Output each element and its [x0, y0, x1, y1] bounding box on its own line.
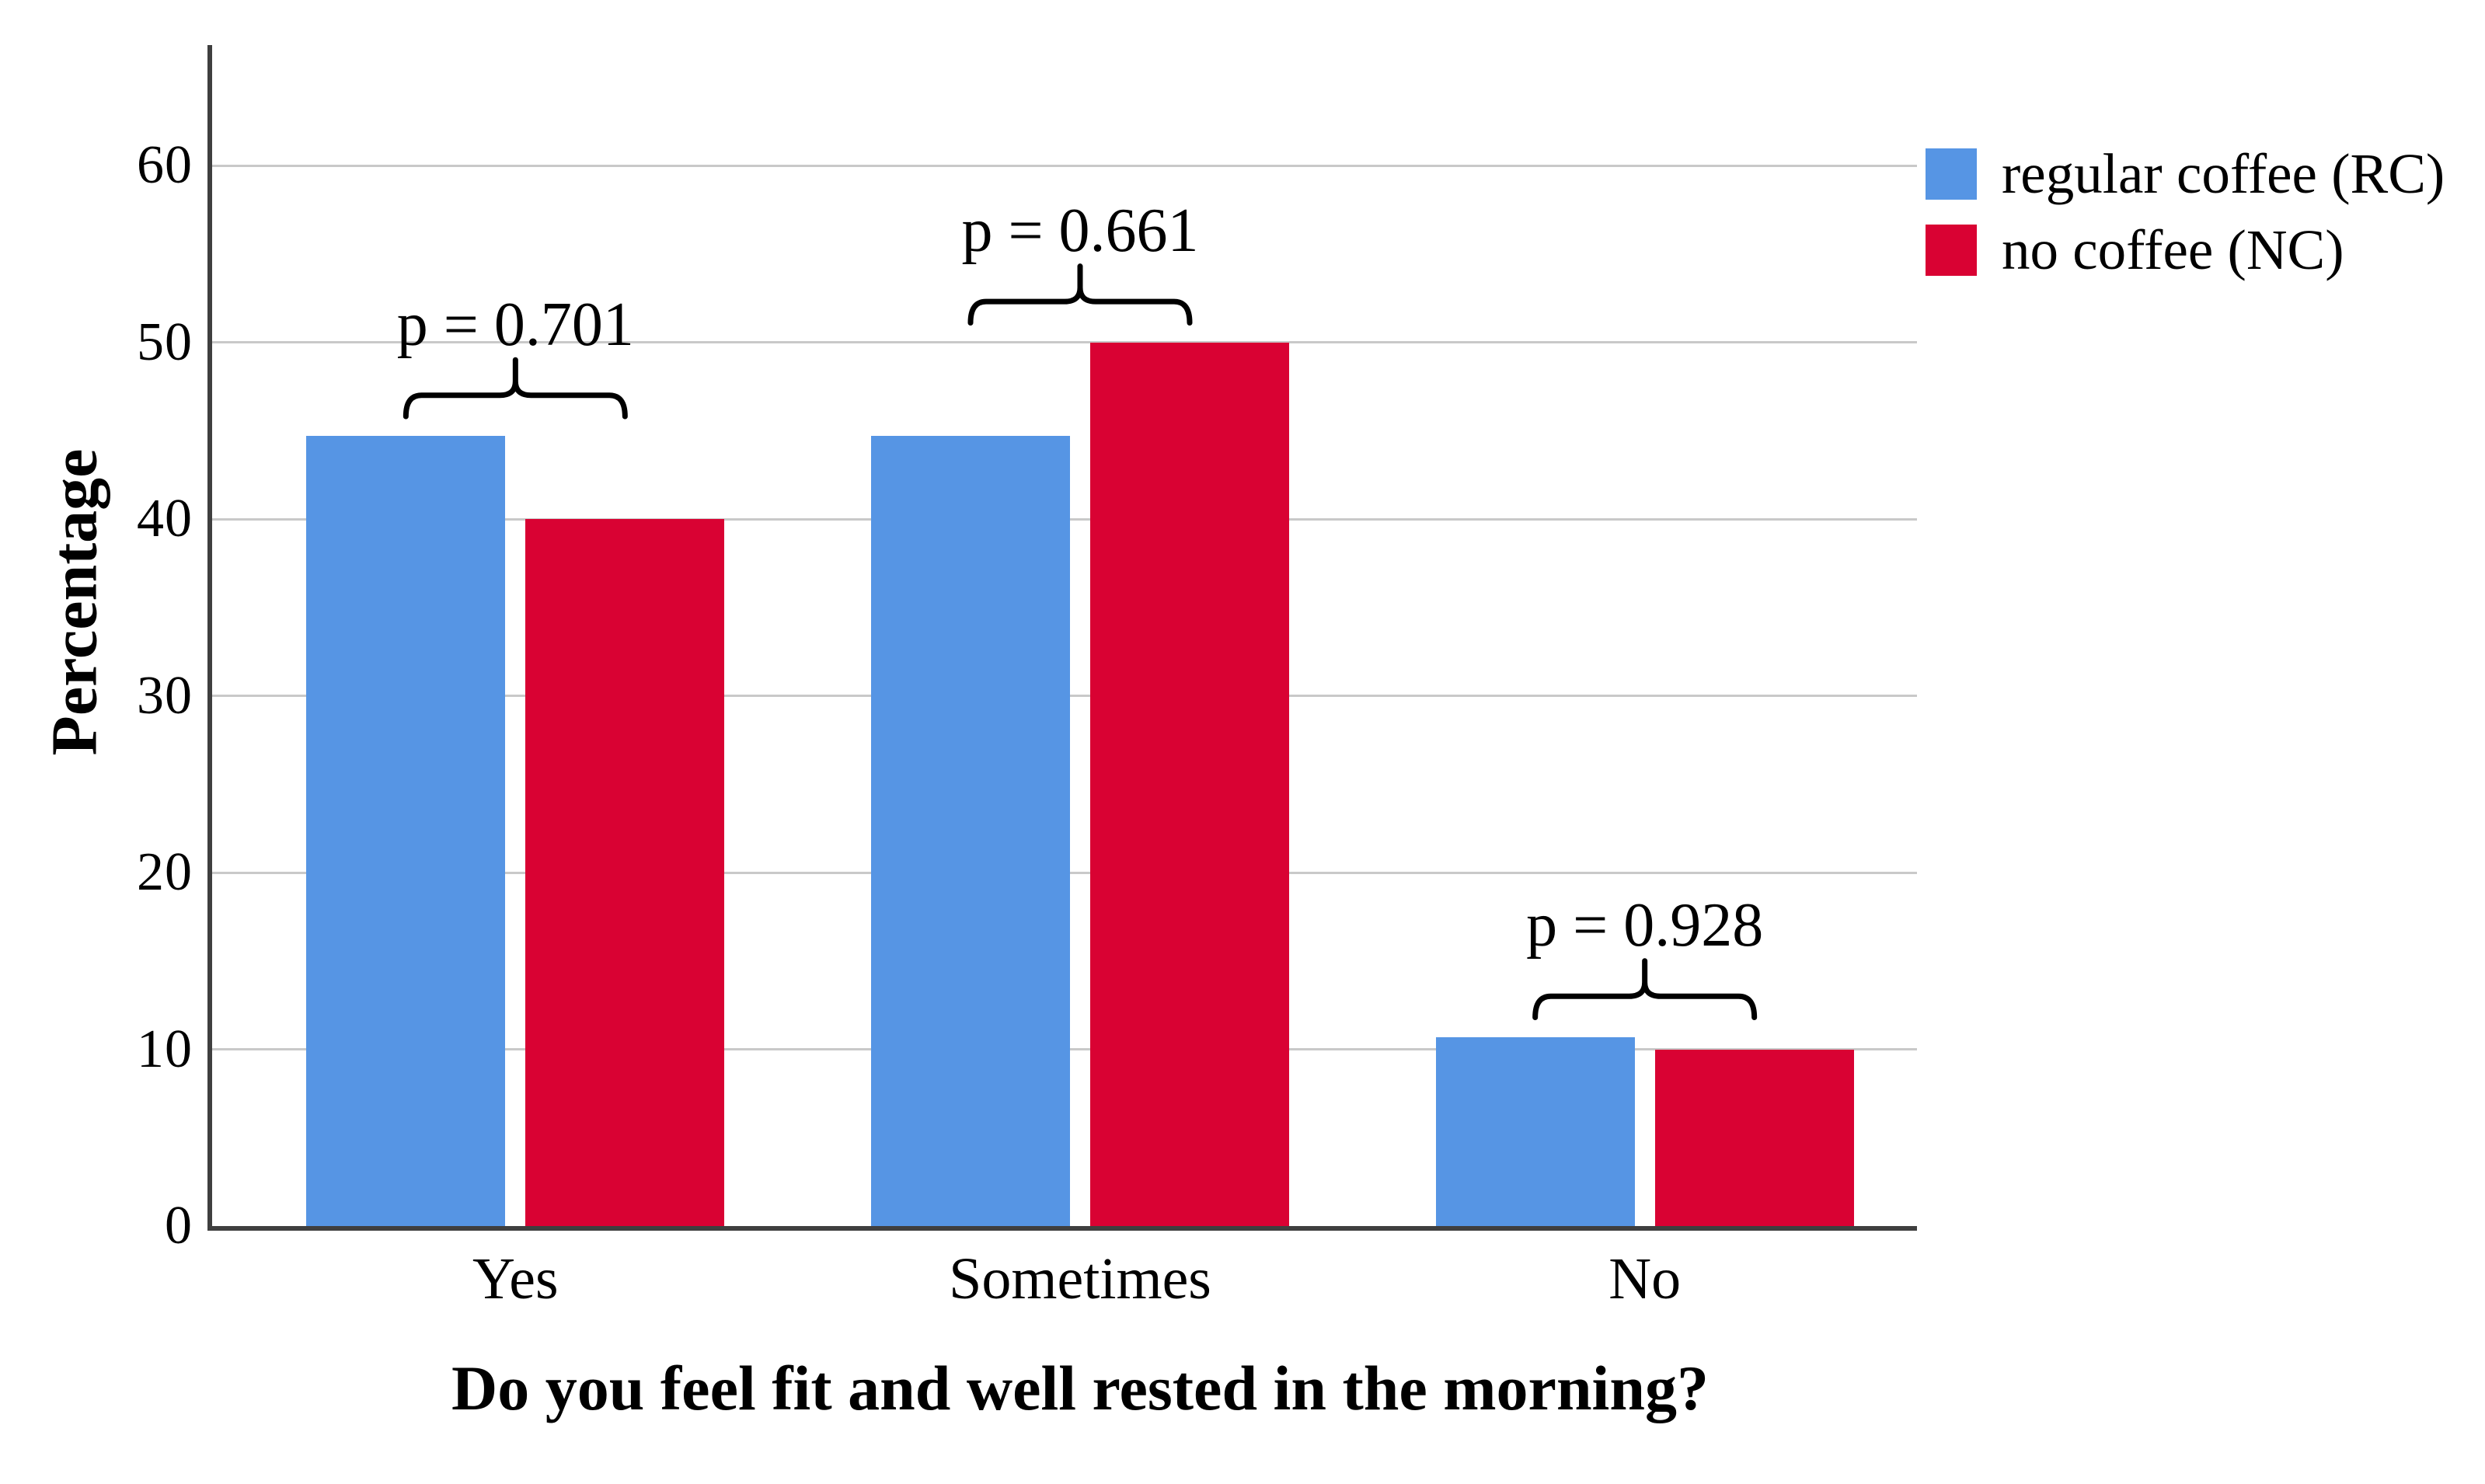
category-label-no: No: [1608, 1246, 1682, 1312]
y-tick-label-60: 60: [137, 135, 193, 195]
bar-no-coffee-nc--no: [1654, 1049, 1854, 1226]
bar-regular-coffee-rc--yes: [306, 436, 506, 1226]
gridline-60: [212, 164, 1917, 167]
legend-swatch-regular-coffee-rc-: [1926, 148, 1977, 200]
bar-regular-coffee-rc--no: [1435, 1036, 1635, 1226]
y-tick-label-30: 30: [137, 665, 193, 726]
p-brace-no: [1532, 958, 1758, 1021]
category-label-sometimes: Sometimes: [949, 1246, 1211, 1312]
y-tick-label-20: 20: [137, 842, 193, 902]
x-axis-title: Do you feel fit and well rested in the m…: [451, 1353, 1709, 1423]
y-tick-label-0: 0: [165, 1196, 193, 1256]
p-value-label-yes: p = 0.701: [396, 290, 634, 359]
y-tick-label-40: 40: [137, 489, 193, 549]
p-value-label-sometimes: p = 0.661: [961, 197, 1199, 266]
bar-no-coffee-nc--yes: [525, 519, 725, 1226]
legend-swatch-no-coffee-nc-: [1926, 225, 1977, 276]
gridline-50: [212, 341, 1917, 343]
y-tick-label-50: 50: [137, 312, 193, 372]
p-brace-yes: [403, 357, 628, 420]
p-value-label-no: p = 0.928: [1526, 891, 1764, 960]
x-axis-line: [207, 1226, 1917, 1231]
bar-regular-coffee-rc--sometimes: [871, 436, 1070, 1226]
category-label-yes: Yes: [472, 1246, 559, 1312]
y-axis-line: [207, 45, 212, 1231]
legend-label-regular-coffee-rc-: regular coffee (RC): [2002, 142, 2445, 205]
p-brace-sometimes: [967, 263, 1193, 326]
legend-label-no-coffee-nc-: no coffee (NC): [2002, 218, 2344, 281]
bar-no-coffee-nc--sometimes: [1090, 342, 1289, 1226]
y-tick-label-10: 10: [137, 1019, 193, 1079]
